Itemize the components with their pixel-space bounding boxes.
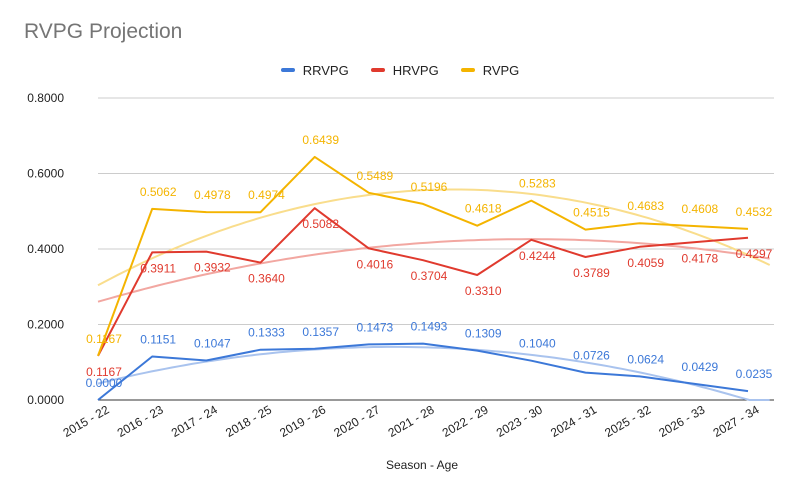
data-label-rrvpg: 0.0429 — [681, 360, 718, 374]
data-label-rrvpg: 0.1493 — [411, 320, 448, 334]
data-label-rrvpg: 0.0726 — [573, 349, 610, 363]
data-label-hrvpg: 0.3704 — [411, 269, 448, 283]
x-tick-label: 2025 - 32 — [602, 402, 653, 440]
legend-label-rrvpg: RRVPG — [302, 62, 349, 78]
data-label-rvpg: 0.1167 — [86, 332, 122, 346]
data-label-rrvpg: 0.1309 — [465, 327, 502, 341]
data-label-hrvpg: 0.5082 — [302, 217, 339, 231]
legend-label-hrvpg: HRVPG — [392, 62, 439, 78]
x-tick-label: 2024 - 31 — [548, 402, 599, 440]
legend-item-rrvpg: RRVPG — [280, 62, 349, 78]
data-label-rvpg: 0.4532 — [736, 205, 773, 219]
data-label-hrvpg: 0.3310 — [465, 284, 502, 298]
x-tick-label: 2016 - 23 — [115, 402, 166, 440]
y-tick-label: 0.8000 — [27, 91, 64, 105]
legend: RRVPG HRVPG RVPG — [0, 60, 800, 80]
x-tick-label: 2026 - 33 — [656, 402, 707, 440]
legend-label-rvpg: RVPG — [482, 62, 520, 78]
data-label-hrvpg: 0.1167 — [86, 365, 122, 379]
chart-title: RVPG Projection — [24, 20, 183, 43]
series-line-rvpg — [97, 155, 749, 357]
data-label-hrvpg: 0.4244 — [519, 249, 556, 263]
data-label-rvpg: 0.5489 — [356, 169, 393, 183]
y-tick-label: 0.2000 — [27, 318, 64, 332]
data-label-rvpg: 0.4515 — [573, 206, 610, 220]
series-line-rrvpg — [97, 342, 749, 401]
series-line-hrvpg — [97, 207, 749, 357]
data-label-rvpg: 0.6439 — [302, 133, 339, 147]
data-label-rrvpg: 0.0235 — [736, 367, 773, 381]
y-tick-label: 0.4000 — [27, 242, 64, 256]
data-label-rvpg: 0.5196 — [411, 180, 448, 194]
data-label-rvpg: 0.4974 — [248, 188, 285, 202]
data-label-rrvpg: 0.1473 — [356, 320, 393, 334]
y-tick-label: 0.6000 — [27, 167, 64, 181]
legend-item-hrvpg: HRVPG — [370, 62, 439, 78]
data-label-hrvpg: 0.3640 — [248, 272, 285, 286]
data-label-rvpg: 0.4618 — [465, 202, 502, 216]
data-label-rrvpg: 0.1151 — [140, 333, 176, 347]
x-tick-label: 2018 - 25 — [223, 402, 274, 440]
data-label-rvpg: 0.5283 — [519, 177, 556, 191]
x-tick-label: 2027 - 34 — [711, 402, 762, 440]
x-tick-label: 2021 - 28 — [386, 402, 437, 440]
trendline-rvpg — [97, 188, 771, 287]
data-label-rvpg: 0.4608 — [681, 202, 718, 216]
data-label-hrvpg: 0.3932 — [194, 261, 231, 275]
data-label-rvpg: 0.4978 — [194, 188, 231, 202]
x-tick-label: 2022 - 29 — [440, 402, 491, 440]
data-label-rrvpg: 0.1040 — [519, 337, 556, 351]
data-label-rrvpg: 0.1047 — [194, 336, 231, 350]
x-tick-label: 2017 - 24 — [169, 402, 220, 440]
data-label-rrvpg: 0.0000 — [86, 376, 123, 390]
data-label-hrvpg: 0.4297 — [736, 247, 773, 261]
x-tick-label: 2023 - 30 — [494, 402, 545, 440]
data-label-hrvpg: 0.4178 — [681, 251, 718, 265]
legend-swatch-rrvpg — [280, 68, 295, 72]
legend-item-rvpg: RVPG — [460, 62, 520, 78]
data-label-rrvpg: 0.1333 — [248, 326, 285, 340]
data-label-hrvpg: 0.3911 — [140, 261, 176, 275]
x-axis-title: Season - Age — [386, 458, 458, 472]
data-label-rrvpg: 0.0624 — [627, 352, 664, 366]
data-label-rrvpg: 0.1357 — [302, 325, 339, 339]
legend-swatch-rvpg — [460, 68, 475, 72]
trendline-rrvpg — [97, 345, 770, 401]
data-label-hrvpg: 0.4016 — [356, 257, 393, 271]
x-tick-label: 2015 - 22 — [61, 402, 112, 440]
data-label-hrvpg: 0.3789 — [573, 266, 610, 280]
data-label-rvpg: 0.4683 — [627, 199, 664, 213]
y-tick-label: 0.0000 — [27, 393, 64, 407]
x-tick-label: 2020 - 27 — [331, 402, 382, 440]
legend-swatch-hrvpg — [370, 68, 385, 72]
data-label-rvpg: 0.5062 — [140, 185, 177, 199]
data-label-hrvpg: 0.4059 — [627, 256, 664, 270]
x-tick-label: 2019 - 26 — [277, 402, 328, 440]
